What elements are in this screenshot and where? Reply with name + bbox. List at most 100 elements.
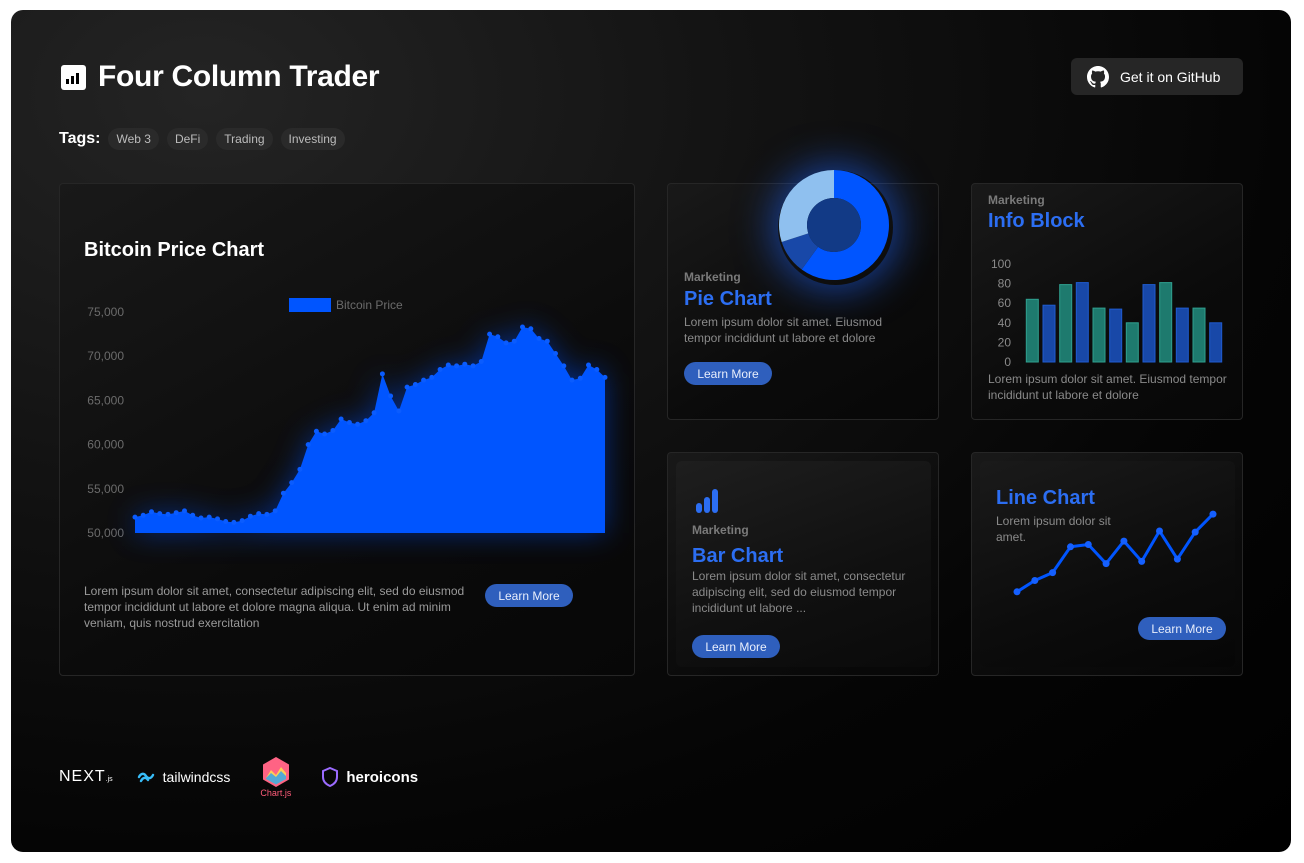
tag-trading[interactable]: Trading xyxy=(216,128,273,150)
info-bar xyxy=(1042,304,1056,363)
bar-learn-more-button[interactable]: Learn More xyxy=(692,635,780,658)
btc-data-point xyxy=(520,324,525,330)
btc-data-point xyxy=(487,331,493,337)
btc-legend-swatch xyxy=(289,298,331,312)
tailwind-logo-text: tailwindcss xyxy=(162,769,231,785)
btc-data-point xyxy=(313,428,319,434)
btc-data-point xyxy=(140,512,146,518)
nextjs-logo: NEXT.js xyxy=(59,768,113,786)
line-data-point xyxy=(1173,555,1181,563)
btc-data-point xyxy=(528,326,534,332)
btc-data-point xyxy=(396,408,402,414)
line-chart-card: Line Chart Lorem ipsum dolor sit amet. L… xyxy=(971,452,1243,676)
btc-data-point xyxy=(594,367,600,372)
btc-data-point xyxy=(569,377,575,383)
btc-data-point xyxy=(412,382,418,387)
btc-data-point xyxy=(182,508,187,514)
bar-chart-icon xyxy=(696,489,724,513)
btc-data-point xyxy=(470,363,476,369)
btc-data-point xyxy=(338,416,344,422)
bitcoin-chart-title: Bitcoin Price Chart xyxy=(84,239,265,261)
heroicons-logo-text: heroicons xyxy=(346,768,419,786)
github-button[interactable]: Get it on GitHub xyxy=(1071,58,1243,95)
btc-data-point xyxy=(239,518,245,524)
btc-data-point xyxy=(297,466,303,472)
line-learn-more-button[interactable]: Learn More xyxy=(1138,617,1226,640)
btc-data-point xyxy=(346,420,352,425)
info-card-description: Lorem ipsum dolor sit amet. Eiusmod temp… xyxy=(988,372,1227,402)
btc-data-point xyxy=(429,374,435,380)
bar-card-title: Bar Chart xyxy=(692,545,784,567)
chartjs-logo-text: Chart.js xyxy=(260,788,292,798)
info-bar xyxy=(1109,308,1123,363)
btc-data-point xyxy=(561,363,567,369)
pie-learn-more-button[interactable]: Learn More xyxy=(684,362,772,385)
btc-data-point xyxy=(602,374,608,380)
info-y-tick-label: 20 xyxy=(998,335,1012,349)
btc-data-point xyxy=(379,371,385,377)
info-y-tick-label: 100 xyxy=(991,257,1011,271)
tag-web3[interactable]: Web 3 xyxy=(108,128,159,150)
btc-series-area xyxy=(135,327,605,533)
tag-investing[interactable]: Investing xyxy=(280,128,345,150)
line-data-point xyxy=(1120,537,1128,545)
btc-data-point xyxy=(264,511,270,517)
btc-data-point xyxy=(421,377,427,383)
btc-data-point xyxy=(363,418,369,424)
app-window: Four Column Trader Get it on GitHub Tags… xyxy=(11,10,1291,852)
line-data-point xyxy=(1191,528,1199,536)
btc-data-point xyxy=(280,490,286,496)
shield-icon xyxy=(322,767,339,787)
btc-data-point xyxy=(305,442,311,448)
nextjs-logo-text: NEXT xyxy=(59,768,106,785)
btc-data-point xyxy=(330,428,336,433)
tag-defi[interactable]: DeFi xyxy=(166,128,209,150)
line-card-description: Lorem ipsum dolor sit amet. xyxy=(996,514,1111,544)
info-bar xyxy=(1125,322,1139,363)
btc-data-point xyxy=(495,334,501,340)
btc-data-point xyxy=(553,351,558,356)
pie-slice xyxy=(781,233,819,270)
header: Four Column Trader xyxy=(61,60,380,94)
info-y-tick-label: 80 xyxy=(998,277,1012,291)
btc-data-point xyxy=(223,519,229,524)
btc-data-point xyxy=(511,338,517,344)
btc-data-point xyxy=(586,362,591,368)
info-bar xyxy=(1025,298,1039,363)
btc-data-point xyxy=(215,516,220,522)
line-card-inner: Line Chart Lorem ipsum dolor sit amet. L… xyxy=(980,461,1235,667)
btc-data-point xyxy=(445,362,451,368)
bar-card-category: Marketing xyxy=(692,523,749,537)
info-bar xyxy=(1075,282,1089,363)
btc-y-tick-label: 75,000 xyxy=(87,305,124,319)
info-bar-chart: 100 80 60 40 20 0 xyxy=(991,257,1223,369)
bar-chart-icon xyxy=(61,64,86,90)
btc-data-point xyxy=(247,513,253,519)
btc-data-point xyxy=(165,511,171,517)
btc-data-point xyxy=(132,514,138,520)
info-y-tick-label: 0 xyxy=(1004,355,1011,369)
pie-card-description: Lorem ipsum dolor sit amet. Eiusmod temp… xyxy=(684,315,883,345)
line-data-point xyxy=(1102,560,1110,568)
info-bar xyxy=(1159,282,1173,363)
btc-data-point xyxy=(478,359,484,364)
line-card-title: Line Chart xyxy=(996,487,1095,509)
line-data-point xyxy=(1013,588,1021,596)
line-data-point xyxy=(1156,527,1163,535)
btc-y-tick-label: 55,000 xyxy=(87,482,124,496)
tailwind-logo: tailwindcss xyxy=(137,769,231,785)
bitcoin-learn-more-button[interactable]: Learn More xyxy=(485,584,573,607)
btc-data-point xyxy=(322,431,328,437)
bitcoin-card-description: Lorem ipsum dolor sit amet, consectetur … xyxy=(84,584,465,630)
btc-y-tick-label: 50,000 xyxy=(87,526,124,540)
btc-data-point xyxy=(462,361,468,367)
bar-card-description: Lorem ipsum dolor sit amet, consectetur … xyxy=(692,569,906,615)
github-button-label: Get it on GitHub xyxy=(1120,68,1221,85)
btc-y-tick-label: 65,000 xyxy=(87,393,124,407)
pie-center xyxy=(807,198,861,252)
btc-data-point xyxy=(231,519,237,525)
bitcoin-card: Bitcoin Price Chart 75,000 70,000 65,000 60… xyxy=(59,183,635,676)
pie-card-title: Pie Chart xyxy=(684,288,772,310)
btc-data-point xyxy=(544,338,550,344)
btc-data-point xyxy=(157,511,163,517)
